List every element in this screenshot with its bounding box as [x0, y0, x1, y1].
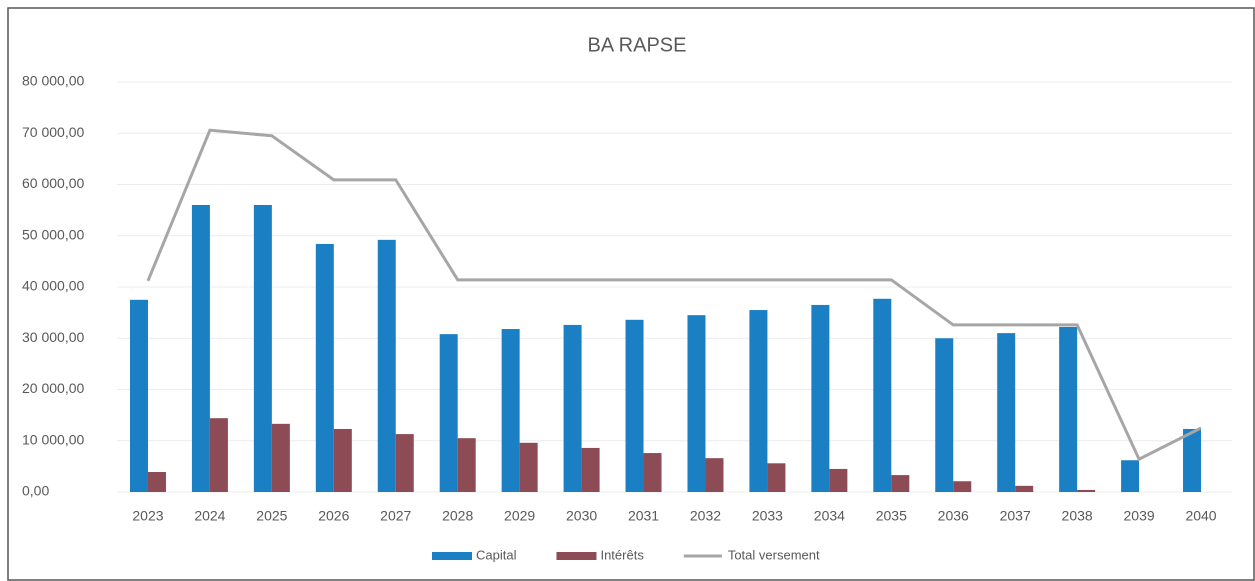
bar	[767, 463, 786, 492]
bar	[953, 481, 972, 492]
bar	[829, 468, 848, 492]
x-tick-label: 2034	[814, 508, 845, 524]
bar	[315, 243, 334, 492]
x-tick-label: 2026	[318, 508, 349, 524]
y-tick-label: 60 000,00	[22, 175, 84, 191]
y-tick-label: 40 000,00	[22, 278, 84, 294]
bar	[501, 329, 520, 492]
bar	[457, 438, 476, 492]
bar	[1059, 326, 1078, 492]
bar	[749, 310, 768, 492]
legend-label: Capital	[476, 547, 517, 562]
bar	[625, 319, 644, 492]
x-tick-label: 2038	[1062, 508, 1093, 524]
y-tick-label: 70 000,00	[22, 124, 84, 140]
bar	[687, 315, 706, 492]
bar	[147, 472, 166, 492]
x-tick-label: 2033	[752, 508, 783, 524]
x-tick-label: 2032	[690, 508, 721, 524]
bar	[997, 333, 1016, 492]
bar	[581, 447, 600, 492]
bar	[377, 239, 396, 492]
x-tick-label: 2024	[194, 508, 225, 524]
y-tick-label: 80 000,00	[22, 73, 84, 89]
x-tick-label: 2023	[132, 508, 163, 524]
legend-swatch	[432, 552, 472, 560]
bar	[129, 299, 148, 492]
bar	[395, 434, 414, 492]
chart-title: BA RAPSE	[588, 34, 687, 56]
y-tick-label: 0,00	[22, 483, 49, 499]
x-tick-label: 2025	[256, 508, 287, 524]
bar	[935, 338, 954, 492]
y-tick-label: 50 000,00	[22, 226, 84, 242]
y-tick-label: 30 000,00	[22, 329, 84, 345]
bar	[891, 475, 910, 492]
x-tick-label: 2031	[628, 508, 659, 524]
bar	[519, 442, 538, 492]
x-tick-label: 2036	[938, 508, 969, 524]
bar	[271, 423, 290, 492]
legend-label: Total versement	[728, 547, 820, 562]
bar	[209, 418, 228, 492]
bar	[1183, 428, 1202, 492]
x-tick-label: 2030	[566, 508, 597, 524]
x-tick-label: 2028	[442, 508, 473, 524]
x-tick-label: 2037	[1000, 508, 1031, 524]
bar	[643, 453, 662, 492]
bar	[1015, 485, 1034, 492]
bar	[811, 304, 830, 492]
bar	[253, 205, 272, 492]
legend-swatch	[556, 552, 597, 560]
x-tick-label: 2040	[1185, 508, 1216, 524]
bar	[191, 205, 210, 492]
bar	[1077, 489, 1096, 492]
x-tick-label: 2035	[876, 508, 907, 524]
bar	[439, 334, 458, 492]
bar	[873, 298, 892, 492]
line	[146, 128, 1202, 462]
legend-label: Intérêts	[600, 547, 644, 562]
y-tick-label: 20 000,00	[22, 380, 84, 396]
bar	[563, 324, 582, 492]
x-tick-label: 2029	[504, 508, 535, 524]
x-tick-label: 2039	[1124, 508, 1155, 524]
y-tick-label: 10 000,00	[22, 431, 84, 447]
bar	[705, 458, 724, 492]
bar	[1121, 460, 1140, 492]
bar	[333, 428, 352, 492]
x-tick-label: 2027	[380, 508, 411, 524]
